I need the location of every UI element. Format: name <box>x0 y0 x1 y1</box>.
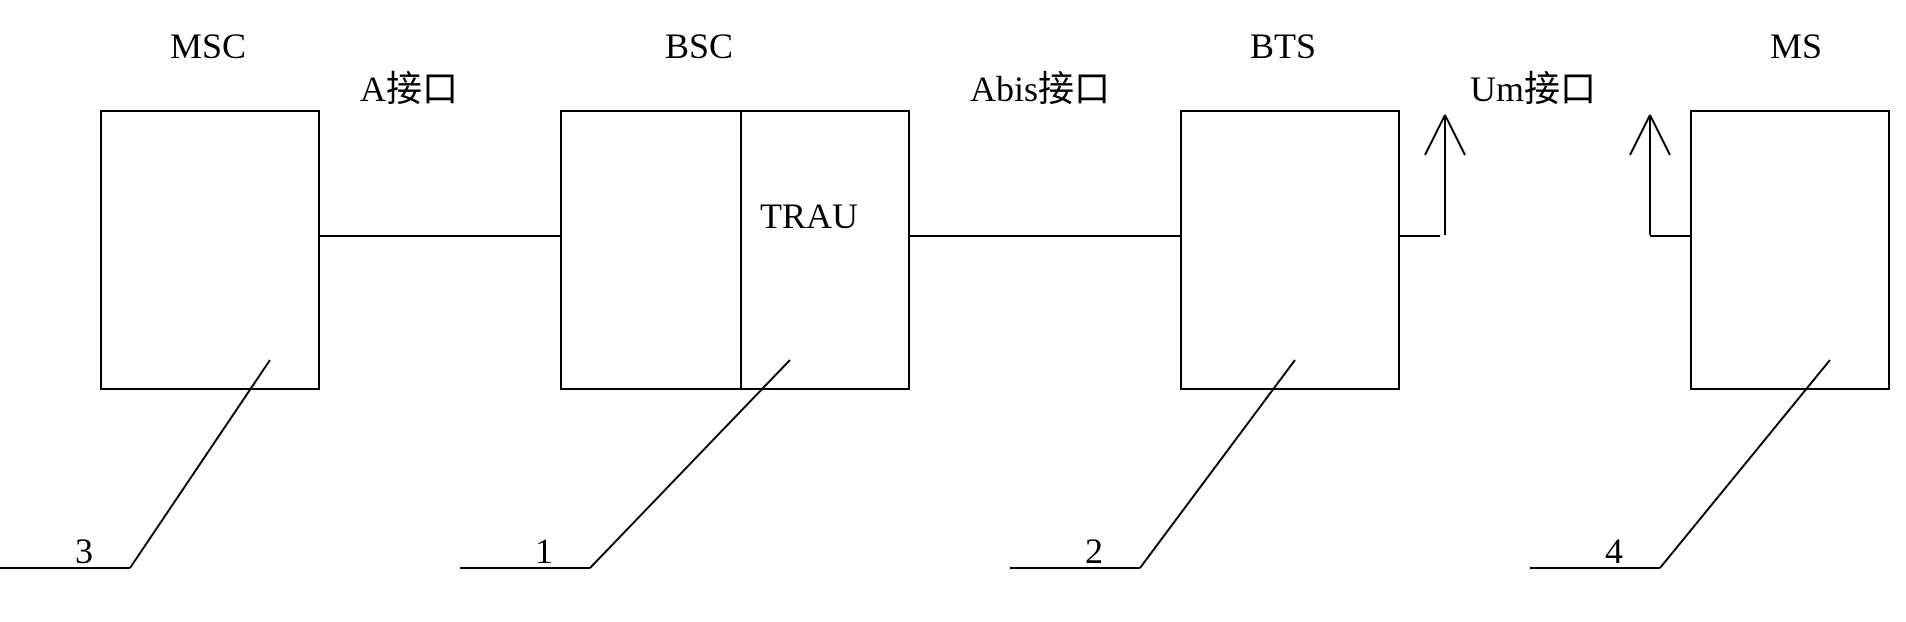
ms-ref-number: 4 <box>1605 530 1623 572</box>
ms-ref-line <box>0 0 1906 622</box>
gsm-architecture-diagram: MSC A接口 BSC TRAU Abis接口 BTS Um接口 MS 3 <box>0 0 1906 622</box>
